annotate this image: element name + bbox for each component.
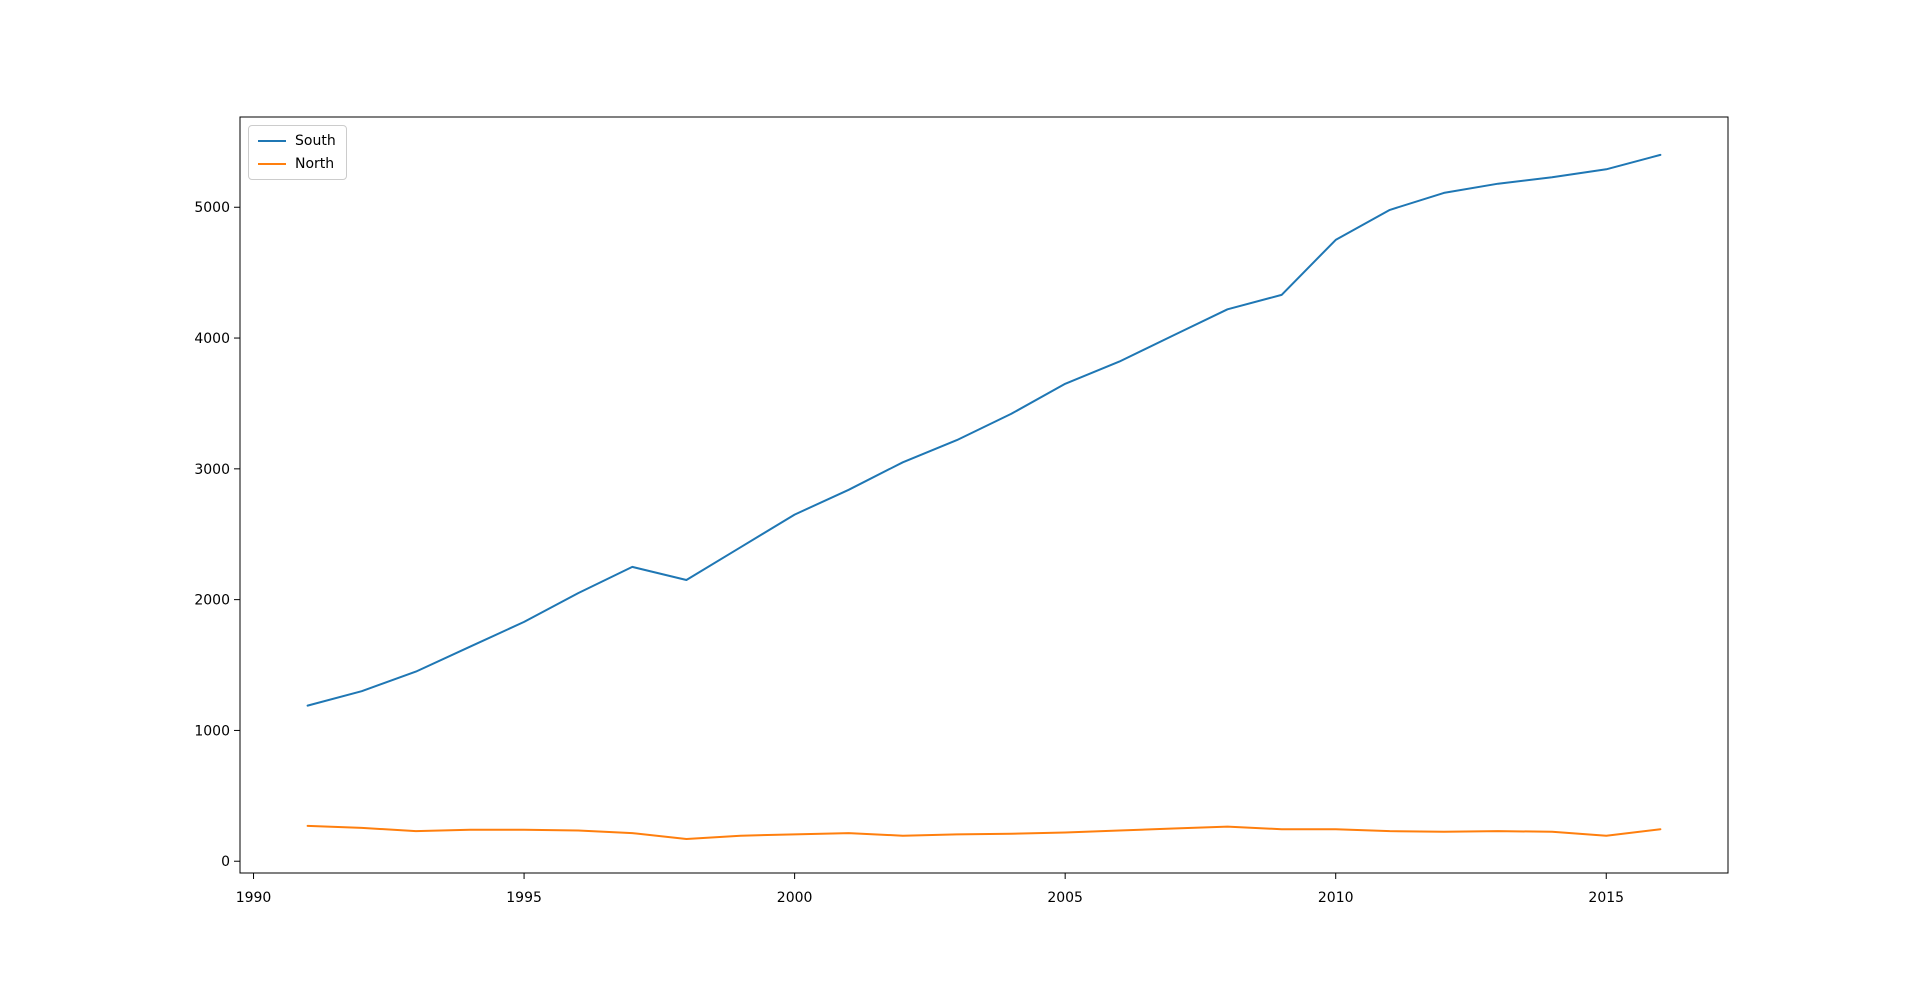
axes-frame <box>239 116 1729 874</box>
y-tick-label: 0 <box>221 854 230 870</box>
series-line-south <box>306 153 1662 707</box>
legend-entry-north: North <box>258 156 336 172</box>
x-tick-label: 2005 <box>1047 890 1083 906</box>
legend-swatch-south <box>258 140 286 142</box>
x-tick-label: 2000 <box>777 890 813 906</box>
legend-entry-south: South <box>258 133 336 149</box>
legend-label-north: North <box>295 156 335 172</box>
series-line-north <box>306 824 1662 840</box>
y-tick-label: 3000 <box>194 462 230 478</box>
y-tick-label: 2000 <box>194 593 230 609</box>
x-tick-label: 2010 <box>1318 890 1354 906</box>
legend-label-south: South <box>295 133 336 149</box>
x-tick-label: 1995 <box>506 890 542 906</box>
x-tick-label: 1990 <box>236 890 272 906</box>
y-tick-label: 5000 <box>194 200 230 216</box>
legend: South North <box>248 125 347 180</box>
x-tick-label: 2015 <box>1588 890 1624 906</box>
y-tick-label: 1000 <box>194 723 230 739</box>
y-tick-label: 4000 <box>194 331 230 347</box>
legend-swatch-north <box>258 163 286 165</box>
